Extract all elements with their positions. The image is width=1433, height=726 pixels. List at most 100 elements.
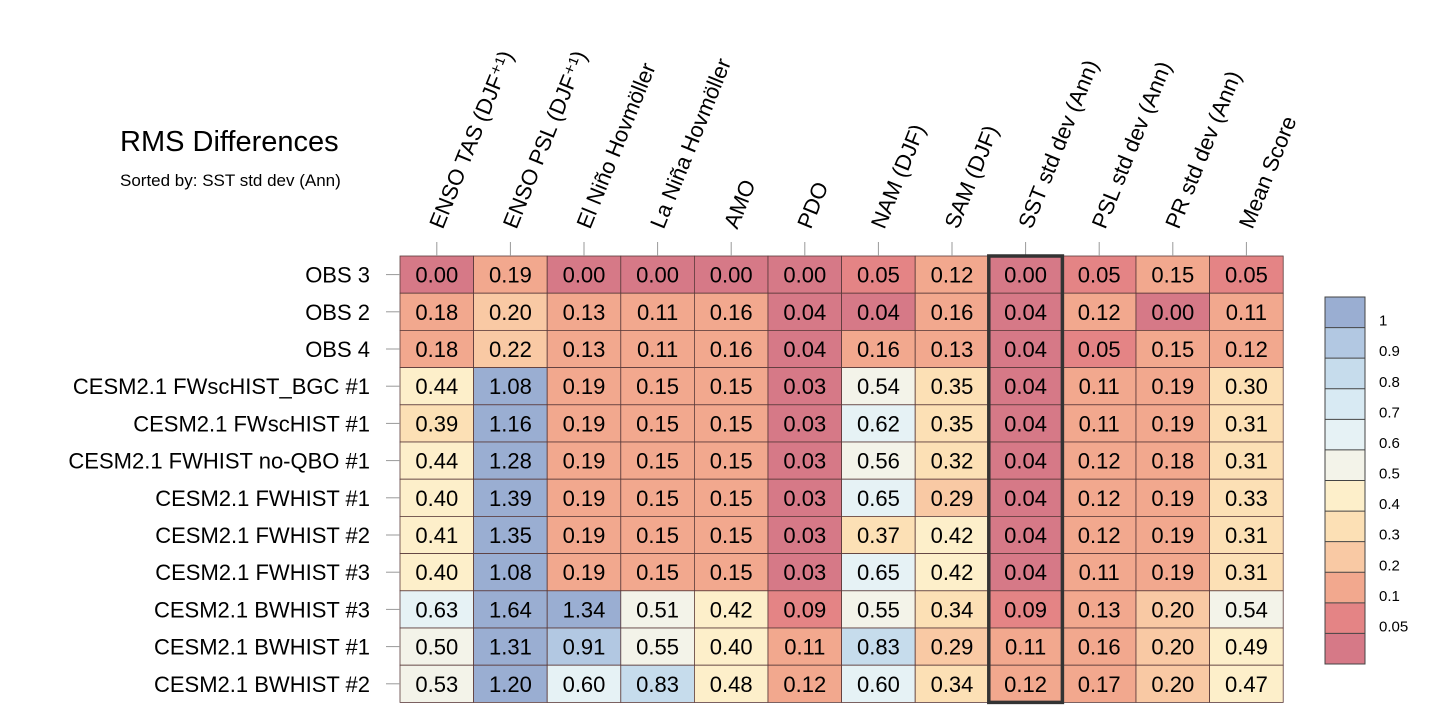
cell-value-label: 0.39 (415, 411, 458, 436)
cell-value-label: 0.42 (931, 523, 974, 548)
cell-value-label: 0.11 (1079, 411, 1120, 436)
cell-value-label: 1.20 (489, 672, 532, 697)
heatmap-cell (988, 404, 1063, 443)
sorted-column-highlight (987, 254, 1065, 705)
column-label: PDO (792, 178, 833, 232)
cell-value-label: 0.11 (1079, 374, 1120, 399)
cell-value-label: 0.04 (1004, 411, 1047, 436)
heatmap-cell (1209, 292, 1284, 331)
cell-value-label: 0.51 (636, 597, 679, 622)
cell-value-label: 1.28 (489, 449, 532, 474)
colorbar-swatch (1325, 327, 1365, 359)
cell-value-label: 0.32 (931, 449, 974, 474)
cell-value-label: 0.04 (1004, 300, 1047, 325)
cell-value-label: 0.15 (710, 449, 753, 474)
cell-value-label: 0.62 (857, 411, 900, 436)
cell-value-label: 0.11 (1005, 635, 1046, 660)
cell-value-label: 0.83 (636, 672, 679, 697)
heatmap-cell (988, 329, 1063, 368)
cell-value-label: 0.13 (931, 337, 974, 362)
colorbar-swatch (1325, 388, 1365, 420)
colorbar-swatch (1325, 297, 1365, 328)
row-label: CESM2.1 BWHIST #3 (154, 597, 370, 622)
heatmap-cell (914, 553, 990, 592)
heatmap-cell (399, 664, 474, 703)
cell-value-label: 0.12 (1078, 486, 1121, 511)
cell-value-label: 0.31 (1225, 449, 1268, 474)
cell-value-label: 0.12 (1078, 523, 1121, 548)
cell-value-label: 0.60 (563, 672, 606, 697)
cell-value-label: 0.55 (636, 635, 679, 660)
colorbar-tick-label: 0.3 (1379, 527, 1400, 544)
colorbar-swatch (1325, 449, 1365, 481)
heatmap-cell (988, 441, 1063, 480)
cell-value-label: 0.19 (1151, 560, 1194, 585)
heatmap-cell (620, 404, 695, 443)
heatmap-cell (988, 255, 1063, 294)
cell-value-label: 0.13 (563, 300, 606, 325)
cell-value-label: 0.44 (415, 449, 458, 474)
column-label: PR std dev (Ann) (1160, 67, 1246, 232)
cell-value-label: 0.31 (1225, 523, 1268, 548)
cell-value-label: 0.19 (563, 449, 606, 474)
column-label: El Niño Hovmöller (571, 59, 660, 232)
cell-value-label: 0.48 (710, 672, 753, 697)
heatmap-cell (620, 478, 695, 517)
heatmap-cell (694, 329, 769, 368)
cell-value-label: 0.18 (1151, 449, 1194, 474)
heatmap-cell (546, 516, 622, 555)
row-label: CESM2.1 FWHIST no-QBO #1 (68, 449, 370, 474)
heatmap-cell (1062, 590, 1137, 629)
cell-value-label: 0.05 (1078, 337, 1121, 362)
heatmap-cell (546, 292, 622, 331)
cell-value-label: 0.29 (931, 635, 974, 660)
heatmap-cell (1135, 553, 1210, 592)
column-label: NAM (DJF) (866, 121, 930, 232)
heatmap-cell (546, 478, 622, 517)
cell-value-label: 0.47 (1225, 672, 1268, 697)
cell-value-label: 0.15 (1151, 263, 1194, 288)
cell-value-label: 0.11 (637, 337, 678, 362)
cell-value-label: 0.04 (857, 300, 900, 325)
heatmap-cell (841, 627, 916, 666)
heatmap-cell (620, 292, 695, 331)
cell-value-label: 0.35 (931, 411, 974, 436)
cell-value-label: 0.19 (489, 263, 532, 288)
cell-value-label: 0.54 (1225, 597, 1268, 622)
cell-value-label: 0.11 (784, 635, 825, 660)
heatmap-cell (1062, 367, 1137, 406)
row-label: CESM2.1 BWHIST #2 (154, 672, 370, 697)
heatmap-cell (767, 590, 842, 629)
cell-value-label: 0.05 (1225, 263, 1268, 288)
heatmap-cell (841, 255, 916, 294)
colorbar-tick-label: 0.4 (1379, 496, 1400, 513)
cell-value-label: 0.15 (710, 411, 753, 436)
cell-value-label: 0.20 (489, 300, 532, 325)
cell-value-label: 0.19 (563, 374, 606, 399)
cell-value-label: 0.41 (415, 523, 458, 548)
cell-value-label: 0.12 (1078, 449, 1121, 474)
heatmap-cell (1062, 478, 1137, 517)
row-label: OBS 3 (305, 263, 370, 288)
cell-value-label: 1.16 (489, 411, 532, 436)
heatmap-cell (841, 478, 916, 517)
heatmap-cell (546, 329, 622, 368)
colorbar-swatch (1325, 541, 1365, 573)
heatmap-cell (914, 664, 990, 703)
heatmap-cell (767, 292, 842, 331)
colorbar-swatch (1325, 511, 1365, 542)
heatmap-cell (1209, 553, 1284, 592)
row-label: CESM2.1 FWscHIST_BGC #1 (73, 374, 370, 399)
heatmap-cell (767, 664, 842, 703)
cell-value-label: 1.64 (489, 597, 532, 622)
heatmap-cell (1209, 664, 1284, 703)
colorbar-tick-label: 0.7 (1379, 404, 1400, 421)
heatmap-cell (399, 255, 474, 294)
heatmap-cell (1062, 329, 1137, 368)
cell-value-label: 0.42 (931, 560, 974, 585)
row-label: CESM2.1 FWHIST #1 (155, 486, 370, 511)
cell-value-label: 0.20 (1151, 597, 1194, 622)
cell-value-label: 0.53 (415, 672, 458, 697)
heatmap-cell (473, 478, 548, 517)
heatmap-cell (988, 516, 1063, 555)
